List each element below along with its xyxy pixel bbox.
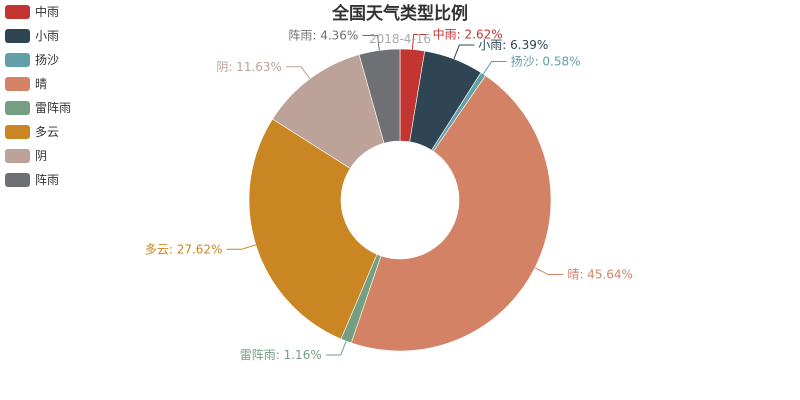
pie-slice[interactable]	[358, 48, 401, 144]
slice-label: 阴: 11.63%	[216, 60, 282, 74]
legend-label: 多云	[35, 125, 59, 139]
legend-label: 阴	[35, 149, 47, 163]
slice-labels: 中雨: 2.62%小雨: 6.39% 扬沙: 0.58% 晴: 45.64% 雷阵雨:…	[145, 27, 633, 362]
leader-line	[285, 66, 311, 80]
pie-slice[interactable]	[350, 75, 552, 352]
pie-slices	[248, 48, 552, 352]
legend-item[interactable]: 中雨	[5, 4, 59, 19]
slice-label: 小雨: 6.39%	[478, 38, 548, 52]
legend-swatch	[5, 101, 30, 115]
legend-label: 中雨	[35, 4, 59, 19]
legend-item[interactable]: 多云	[5, 125, 59, 139]
leader-line	[362, 35, 380, 51]
legend-item[interactable]: 阴	[5, 149, 47, 163]
leader-line	[411, 34, 429, 50]
legend-swatch	[5, 29, 30, 43]
legend-swatch	[5, 77, 30, 91]
legend-swatch	[5, 53, 30, 67]
slice-label: 晴: 45.64%	[567, 268, 633, 282]
legend-item[interactable]: 阵雨	[5, 173, 59, 187]
legend-label: 雷阵雨	[35, 101, 71, 115]
leader-line	[325, 340, 347, 356]
legend-swatch	[5, 149, 30, 163]
legend-item[interactable]: 雷阵雨	[5, 101, 71, 115]
slice-label: 中雨: 2.62%	[433, 27, 503, 42]
legend-swatch	[5, 5, 30, 19]
leader-line	[226, 244, 256, 250]
slice-label: 扬沙: 0.58%	[511, 54, 581, 69]
slice-label: 阵雨: 4.36%	[288, 29, 358, 43]
legend-label: 晴	[35, 77, 47, 91]
slice-label: 多云: 27.62%	[145, 242, 223, 256]
legend-label: 阵雨	[35, 173, 59, 187]
leader-line	[482, 61, 507, 75]
leader-line	[534, 267, 564, 276]
legend-swatch	[5, 173, 30, 187]
legend-item[interactable]: 扬沙	[5, 52, 59, 67]
legend-item[interactable]: 晴	[5, 77, 47, 91]
label-leader-lines	[226, 34, 564, 356]
legend-label: 小雨	[35, 29, 59, 43]
chart-subtitle: 2018-4-16	[369, 32, 431, 46]
pie-slice[interactable]	[248, 118, 378, 340]
chart-title: 全国天气类型比例	[331, 3, 468, 24]
legend-label: 扬沙	[35, 52, 59, 67]
slice-label: 雷阵雨: 1.16%	[240, 348, 322, 362]
legend-item[interactable]: 小雨	[5, 29, 59, 43]
leader-line	[453, 44, 475, 60]
legend-swatch	[5, 125, 30, 139]
